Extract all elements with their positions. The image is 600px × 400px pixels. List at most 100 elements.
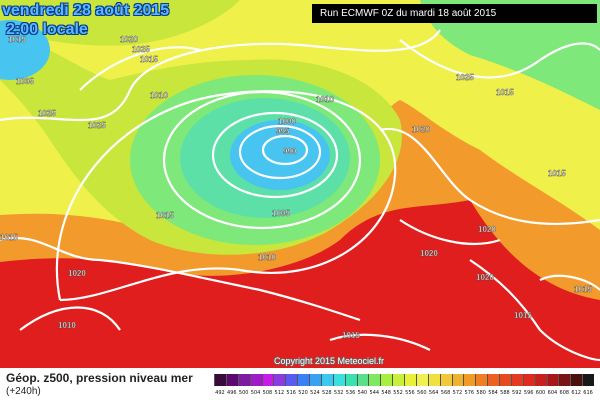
scale-swatch xyxy=(237,374,250,386)
scale-swatch xyxy=(510,374,523,386)
isobar-label: 1015 xyxy=(548,169,566,178)
scale-label: 572 xyxy=(452,390,463,396)
scale-swatch xyxy=(214,374,226,386)
scale-swatch xyxy=(285,374,298,386)
scale-swatch xyxy=(320,374,333,386)
isobar-label: 1020 xyxy=(68,269,86,278)
isobar-label: 1005 xyxy=(16,77,34,86)
isobar-label: 1000 xyxy=(278,117,296,126)
scale-label: 568 xyxy=(440,390,451,396)
scale-label: 496 xyxy=(227,390,237,396)
isobar-label: 1010 xyxy=(58,321,76,330)
scale-label: 552 xyxy=(393,390,403,396)
color-scale-labels: 492 496 500 504 508 512 516 520 524 528 532 536 540 5… xyxy=(214,389,594,397)
scale-swatch xyxy=(451,374,464,386)
scale-label: 500 xyxy=(238,390,249,396)
scale-label: 520 xyxy=(298,390,308,396)
scale-swatch xyxy=(332,374,345,386)
north-green-band xyxy=(0,0,240,46)
isobar-label: 1020 xyxy=(412,125,430,134)
scale-swatch xyxy=(415,374,428,386)
isobar-label: 1015 xyxy=(140,55,158,64)
isobar-label: 1025 xyxy=(38,109,56,118)
scale-swatch xyxy=(225,374,238,386)
isobar-label: 1015 xyxy=(496,88,514,97)
scale-label: 564 xyxy=(428,390,439,396)
scale-label: 604 xyxy=(547,390,558,396)
scale-label: 524 xyxy=(310,390,320,396)
scale-swatch xyxy=(309,374,321,386)
scale-swatch xyxy=(273,374,286,386)
isobar-label: 1025 xyxy=(88,121,106,130)
scale-swatch xyxy=(380,374,393,386)
scale-label: 516 xyxy=(286,390,296,396)
scale-swatch xyxy=(368,374,381,386)
isobar-label: 1015 xyxy=(156,211,174,220)
scale-label: 588 xyxy=(500,390,510,396)
scale-label: 580 xyxy=(476,390,486,396)
scale-label: 504 xyxy=(250,390,261,396)
scale-swatch xyxy=(534,374,547,386)
scale-label: 616 xyxy=(583,390,593,396)
scale-label: 512 xyxy=(274,390,285,396)
weather-map: 1015 1010 1005 1000 995 990 1020 1025 10… xyxy=(0,0,600,368)
isobar-label: 1020 xyxy=(120,35,138,44)
lead-time: (+240h) xyxy=(6,386,41,397)
isobar-labels: 1015 1010 1005 1000 995 990 1020 1025 10… xyxy=(0,7,593,340)
isobar-label: 1020 xyxy=(476,273,494,282)
scale-label: 508 xyxy=(262,390,273,396)
isobar-label: 1005 xyxy=(272,209,290,218)
cyan-northwest xyxy=(0,20,50,80)
scale-swatch xyxy=(546,374,559,386)
scale-label: 532 xyxy=(333,390,344,396)
scale-swatch xyxy=(439,374,452,386)
scale-swatch xyxy=(261,374,274,386)
scale-swatch xyxy=(427,374,440,386)
color-scale xyxy=(214,374,594,386)
scale-label: 576 xyxy=(464,390,475,396)
scale-label: 600 xyxy=(535,390,546,396)
isobar-label: 1010 xyxy=(258,253,276,262)
scale-label: 492 xyxy=(215,390,225,396)
isobar-label: 1020 xyxy=(420,249,438,258)
field-title: Géop. z500, pression niveau mer xyxy=(6,371,193,385)
isobar-label: 1010 xyxy=(150,91,168,100)
isobar-label: 1015 xyxy=(342,331,360,340)
scale-label: 540 xyxy=(357,390,368,396)
isobar-label: 1015 xyxy=(514,311,532,320)
scale-label: 592 xyxy=(512,390,522,396)
scale-swatch xyxy=(582,374,594,386)
isobar-label: 995 xyxy=(276,127,290,136)
scale-swatch xyxy=(392,374,404,386)
isobar-label: 1015 xyxy=(8,35,26,44)
scale-label: 596 xyxy=(523,390,534,396)
scale-swatch xyxy=(499,374,511,386)
isobar-label: 1010 xyxy=(316,95,334,104)
north-east-green xyxy=(420,0,600,110)
scale-swatch xyxy=(558,374,571,386)
footer-legend: Géop. z500, pression niveau mer (+240h) … xyxy=(0,368,600,400)
scale-label: 556 xyxy=(405,390,415,396)
scale-swatch xyxy=(404,374,416,386)
isobar-label: 1015 xyxy=(0,233,18,242)
isobar-label: 1020 xyxy=(478,225,496,234)
scale-label: 612 xyxy=(571,390,581,396)
isobar-lines xyxy=(0,29,600,362)
scale-swatch xyxy=(475,374,488,386)
scale-swatch xyxy=(297,374,309,386)
scale-swatch xyxy=(249,374,262,386)
scale-label: 560 xyxy=(417,390,427,396)
scale-swatch xyxy=(463,374,476,386)
scale-label: 528 xyxy=(322,390,332,396)
isobar-label: 1025 xyxy=(132,45,150,54)
scale-label: 536 xyxy=(345,390,356,396)
scale-label: 608 xyxy=(559,390,570,396)
isobar-label: 990 xyxy=(283,147,297,156)
scale-label: 584 xyxy=(488,390,498,396)
scale-label: 548 xyxy=(381,390,391,396)
isobar-label: 1015 xyxy=(574,285,592,294)
scale-swatch xyxy=(487,374,499,386)
isobar-label: 1010 xyxy=(10,7,28,16)
scale-swatch xyxy=(522,374,535,386)
